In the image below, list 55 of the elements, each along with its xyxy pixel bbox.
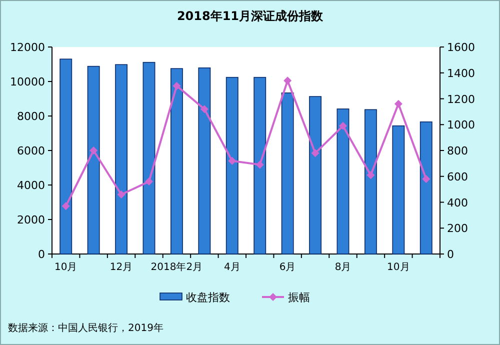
x-tick-label: 10月 xyxy=(387,262,410,273)
bar xyxy=(142,62,156,254)
point xyxy=(256,160,264,169)
y-tick-label: 6000 xyxy=(17,144,45,158)
y-tick-label: 4000 xyxy=(17,179,45,192)
bar xyxy=(226,76,238,254)
point xyxy=(200,105,208,114)
bar xyxy=(254,76,266,254)
point xyxy=(90,146,98,154)
y2-tick-label: 1600 xyxy=(447,41,475,54)
bar xyxy=(170,68,183,254)
bar xyxy=(336,108,350,254)
bar xyxy=(364,109,377,254)
y2-tick-label: 600 xyxy=(447,170,468,184)
point xyxy=(284,76,292,85)
source-note: 数据来源：中国人民银行，2019年 xyxy=(8,322,164,334)
y2-tick-label: 200 xyxy=(447,222,468,236)
bar xyxy=(87,66,100,254)
point xyxy=(145,178,153,186)
x-tick-label: 6月 xyxy=(279,262,296,273)
y-tick-label: 10000 xyxy=(10,76,45,88)
y2-tick-label: 1200 xyxy=(447,92,475,106)
bar xyxy=(60,58,72,254)
y-tick-label: 0 xyxy=(38,248,45,261)
point xyxy=(62,202,70,210)
point xyxy=(366,171,375,180)
y-tick-label: 2000 xyxy=(17,214,45,226)
point xyxy=(311,149,320,158)
y2-tick-label: 800 xyxy=(447,144,468,158)
legend-label: 振幅 xyxy=(288,291,310,304)
x-tick-label: 12月 xyxy=(110,262,133,273)
point xyxy=(422,174,430,183)
x-tick-label: 2018年2月 xyxy=(150,261,203,273)
bar xyxy=(115,64,128,254)
x-tick-label: 10月 xyxy=(54,262,78,273)
point xyxy=(339,122,347,130)
chart-title: 2018年11月深证成份指数 xyxy=(176,9,324,23)
y2-tick-label: 1400 xyxy=(447,66,475,80)
bar xyxy=(198,67,211,254)
point xyxy=(394,100,402,108)
point xyxy=(172,82,181,90)
y2-tick-label: 1000 xyxy=(447,118,475,132)
bar xyxy=(392,125,405,254)
x-tick-label: 8月 xyxy=(334,262,352,273)
y-tick-label: 8000 xyxy=(17,110,45,123)
point xyxy=(228,156,236,165)
y-tick-label: 12000 xyxy=(10,41,45,54)
bar xyxy=(281,92,294,254)
x-tick-label: 4月 xyxy=(224,262,240,273)
y2-tick-label: 400 xyxy=(447,196,468,210)
point xyxy=(117,190,126,198)
legend-label: 收盘指数 xyxy=(186,291,230,304)
y2-tick-label: 0 xyxy=(447,248,454,261)
bar xyxy=(420,121,432,254)
bar xyxy=(309,96,322,254)
